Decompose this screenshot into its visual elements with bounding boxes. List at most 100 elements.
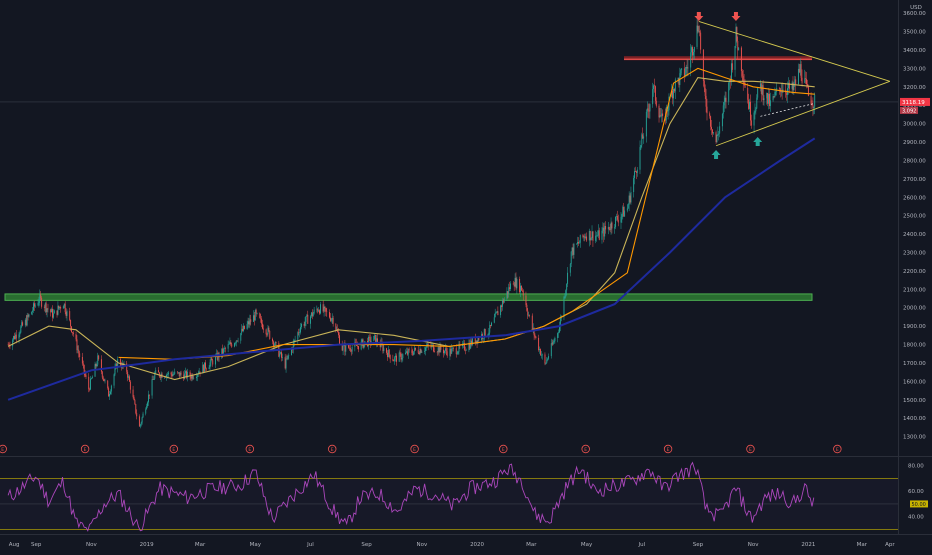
candle — [306, 314, 308, 317]
candle — [748, 99, 750, 109]
candle — [659, 115, 661, 118]
candle — [512, 283, 514, 285]
candle — [635, 171, 636, 172]
candle — [148, 394, 149, 403]
candle — [636, 169, 638, 173]
candle — [478, 337, 480, 340]
candle — [704, 87, 706, 96]
secondary-label: 3,092 — [902, 108, 916, 114]
candle — [475, 340, 477, 344]
candle — [487, 334, 489, 337]
candle — [361, 339, 363, 342]
candle — [358, 346, 359, 350]
candle — [494, 313, 496, 318]
candle — [127, 371, 129, 378]
candle — [507, 291, 509, 294]
candle — [463, 343, 465, 350]
triangle-upper-line — [698, 21, 890, 82]
candle — [152, 379, 154, 380]
candle — [285, 358, 287, 369]
candle — [60, 307, 62, 309]
candle — [705, 95, 707, 107]
candle — [88, 376, 90, 390]
y-tick-label: 3100.00 — [903, 103, 926, 109]
candle — [396, 355, 397, 362]
candle — [349, 347, 351, 351]
x-tick-label: Jul — [306, 542, 314, 548]
candle — [209, 362, 211, 368]
triangle-lower-line — [715, 80, 891, 147]
y-tick-label: 3300.00 — [903, 66, 926, 72]
earnings-marker — [663, 444, 673, 454]
candle — [762, 85, 764, 101]
candle — [259, 313, 261, 318]
candle — [148, 394, 150, 396]
candle — [299, 332, 301, 334]
candle — [253, 315, 254, 322]
candle — [405, 352, 406, 355]
x-tick-label: Aug — [9, 542, 20, 548]
y-tick-label: 1600.00 — [903, 379, 926, 385]
candle — [662, 113, 664, 116]
candle — [753, 112, 755, 126]
candle — [18, 334, 20, 339]
candle — [510, 283, 512, 290]
candle — [445, 348, 447, 352]
candle — [53, 310, 55, 314]
x-tick-label: Sep — [361, 542, 372, 548]
candle — [469, 343, 471, 349]
candle — [32, 310, 34, 312]
candle — [749, 101, 751, 121]
y-tick-label: 2400.00 — [903, 232, 926, 238]
candle — [79, 353, 81, 358]
candle — [15, 334, 17, 339]
candle — [471, 340, 473, 345]
candle — [241, 328, 243, 334]
down-arrow-icon — [731, 12, 741, 21]
candle — [683, 68, 685, 76]
candle — [310, 316, 311, 324]
candle — [288, 354, 290, 356]
candle — [811, 104, 813, 106]
candle — [653, 85, 655, 90]
earnings-marker — [169, 444, 179, 454]
candle — [39, 294, 41, 302]
candle — [166, 374, 168, 378]
candle — [402, 354, 404, 358]
rsi-pane — [0, 461, 898, 532]
candle — [247, 321, 249, 324]
candle — [591, 231, 593, 238]
candle — [170, 372, 172, 375]
candle — [740, 47, 742, 72]
candle — [673, 88, 674, 99]
candle — [557, 333, 559, 338]
candle — [610, 222, 612, 230]
candle — [529, 315, 531, 316]
candle — [305, 316, 307, 322]
candle — [70, 319, 72, 327]
currency-label: USD — [910, 5, 922, 11]
candle — [231, 344, 233, 347]
candle — [339, 335, 340, 344]
candle — [14, 336, 15, 340]
candle — [386, 352, 388, 358]
candle — [412, 352, 414, 355]
candle — [298, 332, 300, 333]
candle — [159, 376, 161, 378]
candle — [236, 340, 238, 342]
candle — [774, 92, 776, 97]
candle — [567, 272, 569, 284]
candle — [407, 349, 409, 355]
candle — [425, 347, 426, 351]
candle — [493, 317, 495, 323]
earnings-marker-label: E — [502, 447, 505, 453]
y-tick-label: 2100.00 — [903, 287, 926, 293]
earnings-marker-label: E — [584, 447, 587, 453]
candle — [210, 358, 212, 363]
candle — [367, 336, 369, 347]
candle — [419, 349, 421, 355]
candle — [199, 371, 201, 374]
candle — [364, 341, 366, 344]
